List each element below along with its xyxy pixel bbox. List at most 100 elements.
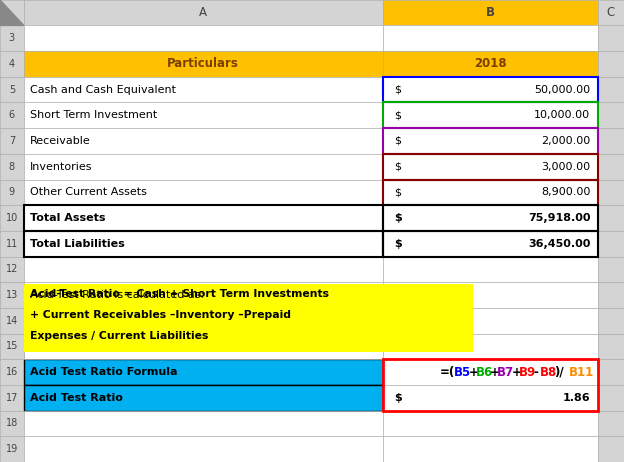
Text: 19: 19 [6,444,18,454]
Bar [0,308,24,334]
Bar [0,0,24,25]
Bar [24,282,383,308]
Bar [383,334,598,359]
Text: Other Current Assets: Other Current Assets [30,188,147,197]
Text: C: C [607,6,615,19]
Text: Total Assets: Total Assets [30,213,105,223]
Bar [24,334,383,359]
Bar [383,154,598,180]
Text: Acid-Test Ratio is calculated as:: Acid-Test Ratio is calculated as: [30,290,204,300]
Text: $: $ [394,213,401,223]
Text: 9: 9 [9,188,15,197]
Text: 4: 4 [9,59,15,69]
Bar [598,359,624,385]
Text: 36,450.00: 36,450.00 [528,239,590,249]
Bar [598,308,624,334]
Bar [598,256,624,282]
Bar [383,359,598,411]
Bar [383,51,598,77]
Bar [0,282,24,308]
Text: B8: B8 [540,365,557,379]
Text: Cash and Cash Equivalent: Cash and Cash Equivalent [30,85,176,95]
Text: Short Term Investment: Short Term Investment [30,110,157,120]
Text: 15: 15 [6,341,18,352]
Text: +: + [468,365,478,379]
Text: 5: 5 [9,85,15,95]
Bar [598,103,624,128]
Text: Particulars: Particulars [167,57,239,70]
Bar [383,359,598,385]
Bar [24,359,383,385]
Bar [0,180,24,205]
Text: -: - [533,365,538,379]
Bar [0,411,24,436]
Bar [598,0,624,25]
Bar [24,334,383,359]
Text: Acid-Test Ratio = Cash + Short Term Investments: Acid-Test Ratio = Cash + Short Term Inve… [30,289,329,299]
Bar [598,205,624,231]
Text: Inventories: Inventories [30,162,92,172]
Bar [383,256,598,282]
Bar [383,0,598,25]
Text: 10: 10 [6,213,18,223]
Text: B5: B5 [454,365,471,379]
Text: +: + [490,365,500,379]
Bar [24,436,383,462]
Bar [598,411,624,436]
Text: 2018: 2018 [474,57,507,70]
Text: 13: 13 [6,290,18,300]
Bar [24,103,383,128]
Bar [598,128,624,154]
Bar [383,385,598,411]
Bar [383,180,598,205]
Bar [383,25,598,51]
Text: 8,900.00: 8,900.00 [541,188,590,197]
Text: 15: 15 [6,341,18,352]
Bar [24,282,383,308]
Bar [24,256,383,282]
Bar [24,77,383,103]
Bar [383,308,598,334]
Text: 6: 6 [9,110,15,120]
Bar [0,334,24,359]
Text: 14: 14 [6,316,18,326]
Bar [598,282,624,308]
Bar [0,359,24,385]
Bar [383,154,598,180]
Text: Receivable: Receivable [30,136,90,146]
Text: $: $ [394,188,401,197]
Bar [0,436,24,462]
Bar [24,205,383,231]
Bar [24,0,383,25]
Text: +: + [511,365,521,379]
Bar [24,25,383,51]
Bar [383,77,598,103]
Bar [24,51,383,77]
Text: 18: 18 [6,419,18,428]
Text: B6: B6 [475,365,493,379]
Bar [24,154,383,180]
Bar [24,231,383,256]
Text: 7: 7 [9,136,15,146]
Bar [24,284,473,352]
Bar [0,385,24,411]
Bar [598,436,624,462]
Text: + Current Receivables –Inventory –Prepaid: + Current Receivables –Inventory –Prepai… [30,310,291,320]
Bar [383,282,598,308]
Text: 17: 17 [6,393,18,403]
Bar [598,180,624,205]
Text: 12: 12 [6,264,18,274]
Text: $: $ [394,239,401,249]
Text: $: $ [394,85,401,95]
Bar [383,334,598,359]
Bar [0,25,24,51]
Text: B9: B9 [519,365,536,379]
Bar [0,205,24,231]
Bar [0,77,24,103]
Bar [24,180,383,205]
Text: 10,000.00: 10,000.00 [534,110,590,120]
Bar [598,282,624,308]
Bar [0,51,24,77]
Text: 50,000.00: 50,000.00 [534,85,590,95]
Bar [24,385,383,411]
